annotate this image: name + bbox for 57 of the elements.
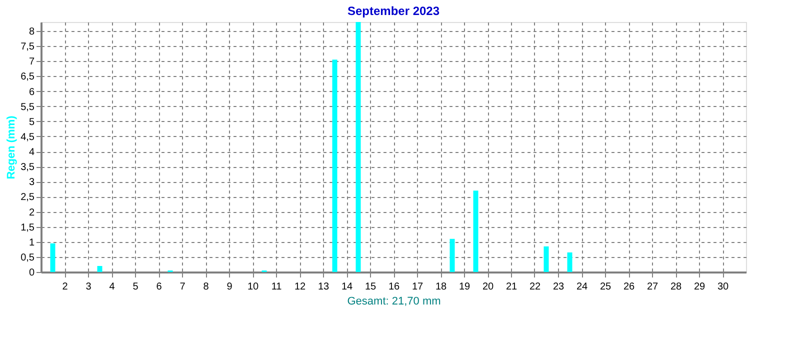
x-tick-label: 28 xyxy=(670,282,682,292)
bar xyxy=(544,246,549,272)
x-axis-title: Gesamt: 21,70 mm xyxy=(347,296,441,308)
y-tick-label: 3 xyxy=(28,177,35,188)
x-tick-label: 22 xyxy=(529,282,541,292)
bar xyxy=(332,60,338,272)
y-tick-label: 6,5 xyxy=(20,72,35,83)
y-tick-label: 5 xyxy=(28,116,35,128)
y-tick-label: 1,5 xyxy=(20,222,35,234)
y-tick-label: 0,5 xyxy=(20,252,35,264)
x-tick-label: 10 xyxy=(247,282,259,292)
y-tick-label: 2 xyxy=(28,207,35,218)
x-tick-label: 4 xyxy=(109,282,116,292)
x-tick-label: 30 xyxy=(717,282,729,292)
bar xyxy=(50,243,56,272)
x-tick-label: 12 xyxy=(294,282,306,292)
bar xyxy=(567,252,572,272)
x-tick-label: 27 xyxy=(646,282,658,292)
x-tick-label: 2 xyxy=(62,282,68,292)
x-tick-label: 23 xyxy=(552,282,564,292)
y-tick-label: 7,5 xyxy=(20,42,35,53)
x-tick-label: 14 xyxy=(341,282,353,292)
bar xyxy=(97,266,102,272)
bar xyxy=(473,190,478,272)
x-tick-label: 7 xyxy=(180,282,186,292)
bar xyxy=(450,238,455,272)
y-tick-label: 1 xyxy=(28,237,35,248)
x-tick-label: 18 xyxy=(435,282,447,292)
x-tick-label: 16 xyxy=(388,282,400,292)
y-tick-label: 3,5 xyxy=(20,162,35,174)
y-axis-title: Regen (mm) xyxy=(6,115,18,180)
x-tick-label: 6 xyxy=(156,282,162,292)
x-tick-label: 21 xyxy=(506,282,518,292)
x-tick-label: 20 xyxy=(482,282,494,292)
y-tick-label: 5,5 xyxy=(20,102,35,113)
x-tick-label: 26 xyxy=(623,282,635,292)
y-tick-label: 4 xyxy=(28,147,35,158)
y-tick-label: 6 xyxy=(28,86,35,98)
x-tick-label: 24 xyxy=(576,282,588,292)
y-tick-label: 4,5 xyxy=(20,132,35,143)
x-tick-label: 8 xyxy=(203,282,210,292)
y-tick-label: 0 xyxy=(28,268,35,278)
y-tick-label: 8 xyxy=(28,26,35,38)
x-tick-label: 11 xyxy=(271,282,282,292)
x-tick-label: 29 xyxy=(694,282,706,292)
x-tick-label: 9 xyxy=(226,282,233,292)
x-tick-label: 25 xyxy=(600,282,612,292)
y-tick-label: 7 xyxy=(28,56,35,68)
chart-title: September 2023 xyxy=(347,4,440,18)
bar xyxy=(356,22,361,272)
x-tick-label: 3 xyxy=(86,282,92,292)
x-tick-label: 19 xyxy=(458,282,470,292)
x-tick-label: 13 xyxy=(318,282,330,292)
x-tick-label: 5 xyxy=(132,282,139,292)
y-tick-label: 2,5 xyxy=(20,192,35,204)
x-tick-label: 15 xyxy=(364,282,376,292)
x-tick-label: 17 xyxy=(412,282,424,292)
